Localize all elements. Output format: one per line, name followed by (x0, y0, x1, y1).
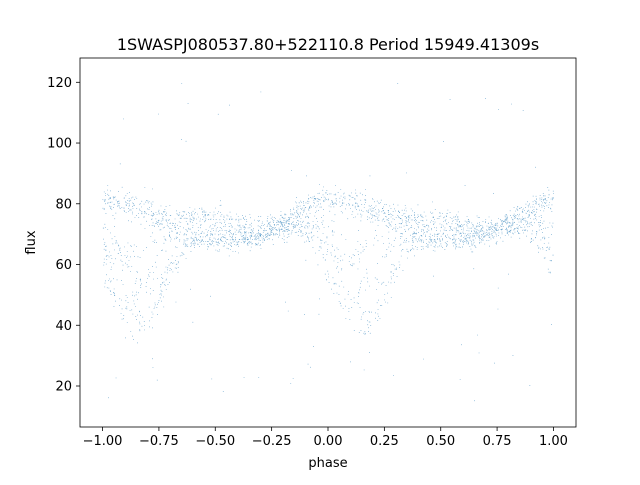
x-tick-label: −1.00 (83, 434, 123, 449)
x-tick-label: 1.00 (539, 434, 568, 449)
x-axis: −1.00 −0.75 −0.50 −0.25 0.00 0.25 0.50 0.75 1.00 (83, 427, 568, 449)
x-tick-label: −0.25 (252, 434, 292, 449)
y-tick-label: 40 (55, 319, 72, 334)
y-tick-label: 60 (55, 258, 72, 273)
x-tick-label: 0.50 (426, 434, 455, 449)
x-tick-label: 0.00 (314, 434, 343, 449)
y-tick-label: 120 (47, 76, 72, 91)
x-tick-label: 0.75 (483, 434, 512, 449)
y-axis: 20 40 60 80 100 120 (47, 76, 80, 395)
chart-title: 1SWASPJ080537.80+522110.8 Period 15949.4… (117, 35, 539, 54)
x-tick-label: 0.25 (370, 434, 399, 449)
x-tick-label: −0.50 (195, 434, 235, 449)
x-tick-label: −0.75 (139, 434, 179, 449)
y-tick-label: 80 (55, 197, 72, 212)
y-tick-label: 100 (47, 137, 72, 152)
x-axis-label: phase (308, 456, 347, 471)
y-axis-label: flux (24, 230, 39, 254)
y-tick-label: 20 (55, 380, 72, 395)
